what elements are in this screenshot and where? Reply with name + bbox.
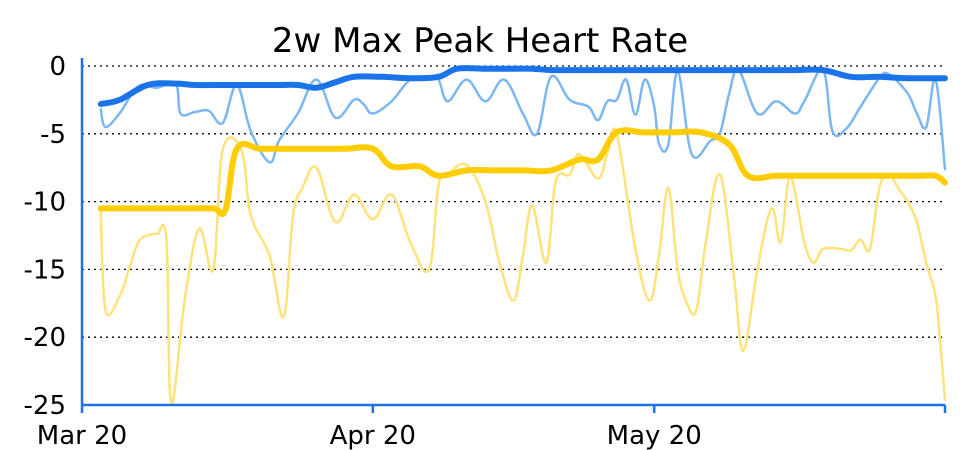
y-tick-label: -15 xyxy=(24,255,66,285)
x-tick-label: May 20 xyxy=(607,421,702,450)
x-tick-label: Apr 20 xyxy=(330,421,416,450)
x-tick-label: Mar 20 xyxy=(37,421,127,450)
chart-title: 2w Max Peak Heart Rate xyxy=(272,21,688,61)
series-line-3 xyxy=(99,127,947,405)
series-line-2 xyxy=(97,127,948,218)
grid-layer xyxy=(82,65,945,338)
series-layer xyxy=(97,65,948,405)
y-tick-label: -5 xyxy=(40,120,66,150)
y-tick-label: 0 xyxy=(49,52,66,82)
y-tick-label: -10 xyxy=(24,188,66,218)
y-tick-label: -20 xyxy=(24,323,66,353)
series-line-0 xyxy=(97,65,948,107)
y-tick-label: -25 xyxy=(24,391,66,421)
